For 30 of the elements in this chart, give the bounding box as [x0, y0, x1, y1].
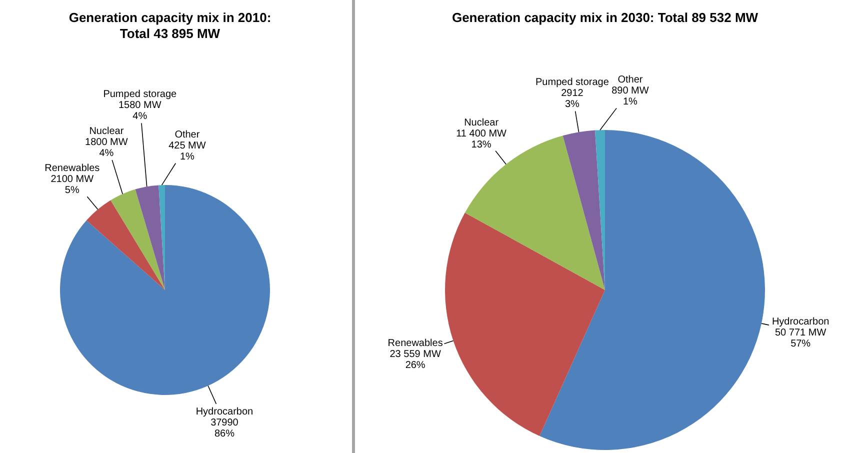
chart-title: Generation capacity mix in 2030: Total 89 532 MW [452, 10, 759, 25]
data-label: 37990 86% [210, 418, 239, 440]
slice-label: Nuclear [89, 126, 124, 138]
data-label: 2100 MW 5% [50, 174, 94, 196]
pie-slice [110, 189, 165, 290]
slice-label: Pumped storage [103, 89, 178, 100]
data-label: 11 400 MW 13% [456, 128, 508, 150]
pie-slice [86, 200, 165, 290]
slice-label: Pumped storage [536, 77, 610, 88]
pie-slice [60, 185, 270, 395]
slice-label: Other [618, 74, 644, 86]
pie-slice [135, 185, 165, 290]
data-label: 890 MW 1% [612, 86, 650, 108]
pie-slice [464, 136, 605, 290]
data-label: 1800 MW 4% [85, 137, 128, 160]
slice-label: Nuclear [464, 117, 500, 128]
data-label: 50 771 MW 57% [775, 327, 827, 350]
pie-slice [445, 212, 605, 436]
slice-label: Renewables [44, 163, 100, 174]
data-label: 23 559 MW 26% [390, 348, 442, 371]
slice-label: Other [174, 130, 200, 141]
slice-label: Hydrocarbon [196, 406, 254, 418]
pie-slice [562, 130, 605, 290]
pie-slice [540, 130, 765, 450]
chart-title: Generation capacity mix in 2010: Total 43 895 MW [68, 10, 272, 41]
data-label: 1580 MW 4% [118, 100, 162, 122]
slice-label: Hydrocarbon [772, 316, 830, 328]
slice-label: Renewables [388, 338, 443, 349]
data-label: 425 MW 1% [168, 140, 206, 163]
data-label: 2912 3% [561, 88, 584, 110]
